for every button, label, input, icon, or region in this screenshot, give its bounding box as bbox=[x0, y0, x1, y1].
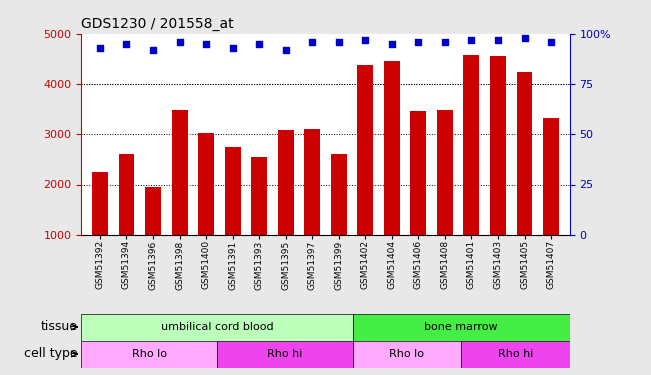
Text: GDS1230 / 201558_at: GDS1230 / 201558_at bbox=[81, 17, 234, 32]
Bar bbox=[145, 187, 161, 285]
Text: cell type: cell type bbox=[25, 348, 78, 360]
Bar bbox=[217, 340, 353, 368]
Bar bbox=[516, 72, 533, 285]
Point bbox=[121, 41, 132, 47]
Bar bbox=[172, 110, 187, 285]
Point bbox=[413, 39, 424, 45]
Bar bbox=[353, 314, 570, 340]
Point bbox=[439, 39, 450, 45]
Point bbox=[307, 39, 318, 45]
Point bbox=[281, 47, 291, 53]
Point bbox=[387, 41, 397, 47]
Bar bbox=[278, 130, 294, 285]
Bar bbox=[461, 340, 570, 368]
Point bbox=[174, 39, 185, 45]
Bar bbox=[198, 133, 214, 285]
Bar bbox=[225, 147, 241, 285]
Bar bbox=[118, 154, 135, 285]
Text: bone marrow: bone marrow bbox=[424, 322, 498, 332]
Bar bbox=[384, 62, 400, 285]
Text: Rho lo: Rho lo bbox=[132, 349, 167, 359]
Text: Rho lo: Rho lo bbox=[389, 349, 424, 359]
Point bbox=[95, 45, 105, 51]
Bar bbox=[331, 154, 347, 285]
Text: umbilical cord blood: umbilical cord blood bbox=[161, 322, 273, 332]
Point bbox=[546, 39, 556, 45]
Text: Rho hi: Rho hi bbox=[497, 349, 533, 359]
Point bbox=[227, 45, 238, 51]
Point bbox=[254, 41, 264, 47]
Bar bbox=[92, 172, 108, 285]
Point bbox=[201, 41, 212, 47]
Bar bbox=[490, 56, 506, 285]
Bar bbox=[437, 110, 453, 285]
Point bbox=[466, 37, 477, 43]
Point bbox=[519, 35, 530, 41]
Point bbox=[360, 37, 370, 43]
Bar bbox=[464, 55, 479, 285]
Bar bbox=[357, 65, 373, 285]
Bar bbox=[81, 340, 217, 368]
Text: tissue: tissue bbox=[41, 321, 78, 333]
Point bbox=[493, 37, 503, 43]
Bar bbox=[304, 129, 320, 285]
Point bbox=[148, 47, 158, 53]
Bar bbox=[81, 314, 353, 340]
Bar bbox=[251, 157, 267, 285]
Bar bbox=[410, 111, 426, 285]
Bar bbox=[543, 118, 559, 285]
Bar bbox=[353, 340, 461, 368]
Text: Rho hi: Rho hi bbox=[267, 349, 303, 359]
Point bbox=[333, 39, 344, 45]
